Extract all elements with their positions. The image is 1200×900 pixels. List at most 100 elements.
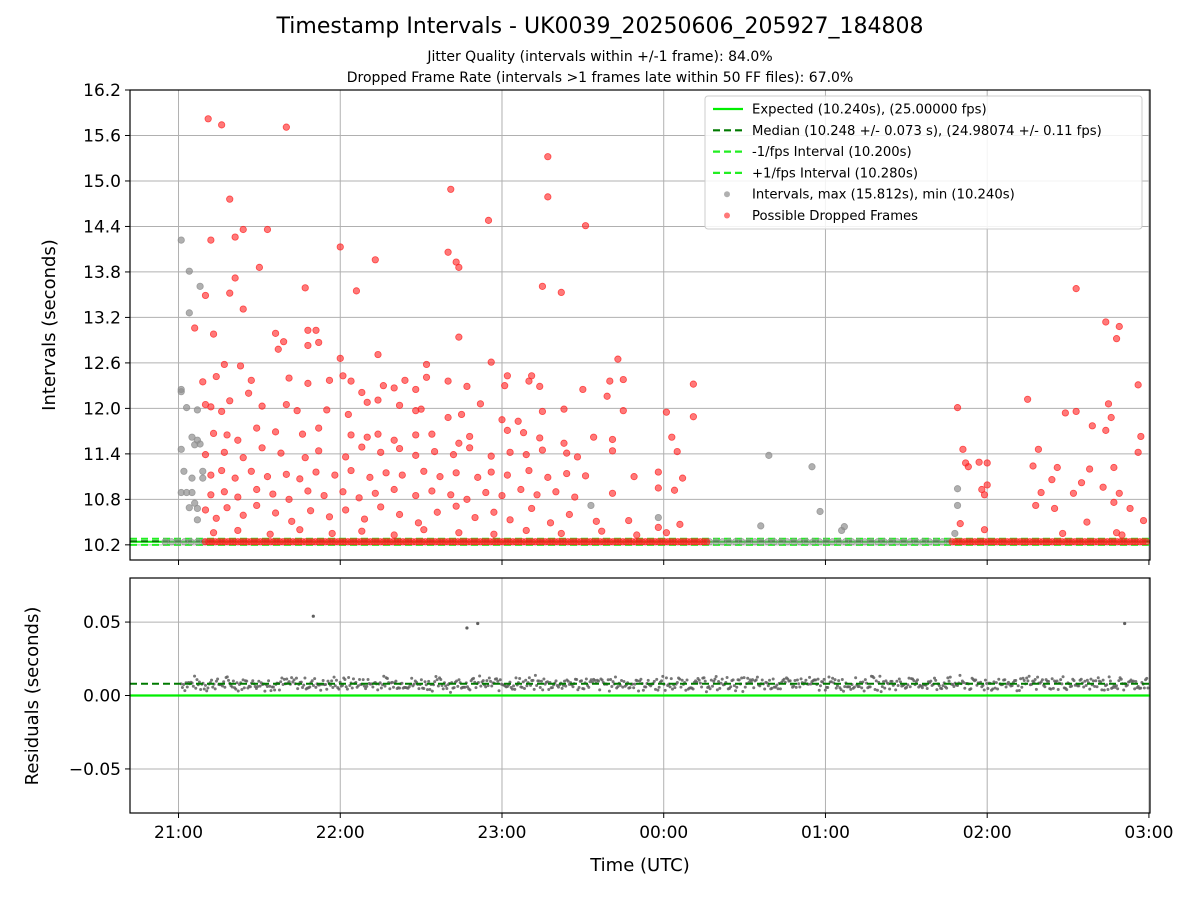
residual-point (532, 687, 536, 691)
dropped-frame-point (474, 473, 482, 481)
residual-point (180, 685, 184, 689)
residual-point (799, 677, 803, 681)
residual-point (996, 687, 1000, 691)
residual-point (425, 688, 429, 692)
residual-point (755, 675, 759, 679)
interval-baseline-point (913, 538, 921, 546)
bottom-panel-residual-points (179, 614, 1150, 694)
residual-point (991, 687, 995, 691)
residual-point (814, 678, 818, 682)
interval-point (808, 463, 816, 471)
residual-point (263, 689, 267, 693)
residual-point (879, 690, 883, 694)
residual-point (445, 687, 449, 691)
residual-point (211, 685, 215, 689)
dropped-frame-point (482, 488, 490, 497)
residual-point (550, 686, 554, 690)
interval-point (199, 474, 207, 482)
interval-baseline-point (893, 538, 901, 546)
residual-point (220, 684, 224, 688)
residual-outlier-point (1123, 621, 1127, 626)
legend-red-dot-swatch (724, 212, 730, 219)
interval-point (196, 282, 204, 290)
residual-point (878, 674, 882, 678)
residual-point (1015, 689, 1019, 693)
residual-point (223, 685, 227, 689)
residual-point (669, 677, 673, 681)
dropped-frame-point (983, 459, 991, 467)
residual-point (486, 684, 490, 688)
dropped-frame-point (226, 289, 234, 297)
dropped-frame-point (271, 428, 280, 436)
x-tick-label: 22:00 (316, 823, 365, 843)
residual-point (580, 679, 584, 683)
residual-point (203, 683, 207, 687)
residual-point (1049, 687, 1053, 691)
dropped-frame-point (1086, 465, 1094, 473)
dropped-frame-point (552, 488, 560, 496)
dropped-frame-point (412, 491, 420, 500)
interval-point (953, 485, 962, 493)
residual-point (1059, 678, 1063, 682)
residual-point (963, 686, 967, 690)
residual-point (794, 685, 798, 689)
residual-point (365, 684, 369, 688)
residual-point (537, 679, 541, 683)
residual-point (905, 685, 909, 689)
dropped-frame-point (619, 407, 627, 415)
residual-point (1142, 686, 1146, 690)
residual-point (1085, 678, 1089, 682)
interval-baseline-point (180, 538, 188, 546)
dropped-frame-point (953, 404, 962, 412)
residual-point (290, 676, 294, 680)
residual-point (490, 684, 494, 688)
interval-baseline-point (887, 538, 895, 546)
residual-point (656, 688, 660, 692)
interval-baseline-point (803, 538, 811, 546)
dropped-frame-point (678, 474, 687, 482)
residual-point (749, 680, 753, 684)
residual-point (566, 679, 570, 683)
residual-point (906, 683, 910, 687)
dropped-frame-point (444, 248, 452, 256)
dropped-frame-point (412, 385, 420, 394)
interval-baseline-point (828, 538, 836, 546)
residual-point (422, 686, 426, 690)
dropped-frame-point (1099, 483, 1107, 491)
residual-point (535, 684, 539, 688)
residual-point (895, 679, 899, 683)
residual-point (611, 680, 615, 684)
residual-point (863, 678, 867, 682)
dropped-frame-point (212, 514, 220, 522)
dropped-frame-point (395, 401, 404, 409)
dropped-frame-point (412, 451, 420, 459)
residual-point (542, 677, 546, 681)
dropped-frame-point (422, 373, 431, 381)
residual-point (868, 685, 872, 689)
residual-point (522, 686, 526, 690)
residual-point (525, 684, 529, 688)
residual-point (823, 688, 827, 692)
residual-point (556, 685, 560, 689)
dropped-frame-point (1115, 322, 1123, 331)
dropped-frame-point (592, 517, 600, 525)
dropped-frame-point (630, 473, 638, 481)
dropped-frame-point (220, 488, 228, 496)
residual-point (225, 675, 229, 679)
residual-point (775, 683, 779, 687)
bottom-y-axis-label: Residuals (seconds) (22, 607, 43, 786)
residual-point (776, 687, 780, 691)
top-y-tick-label: 10.8 (83, 490, 121, 510)
residual-point (245, 679, 249, 683)
residual-point (620, 678, 624, 682)
residual-point (1016, 684, 1020, 688)
x-tick-label: 02:00 (963, 823, 1012, 843)
residual-point (822, 677, 826, 681)
residual-point (639, 677, 643, 681)
residual-point (279, 680, 283, 684)
dropped-frame-point (983, 481, 991, 489)
dropped-frame-point (282, 123, 290, 131)
dropped-frame-point (398, 471, 406, 479)
residual-point (577, 686, 581, 690)
interval-point (177, 236, 185, 244)
